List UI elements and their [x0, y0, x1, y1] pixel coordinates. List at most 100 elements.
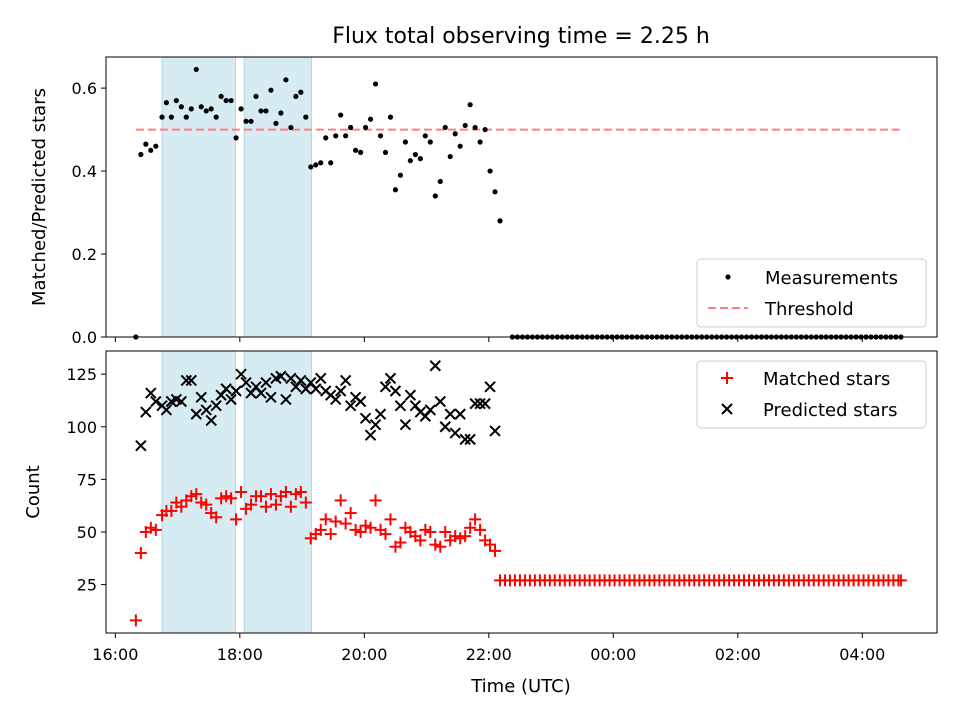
observing-window-2 [243, 56, 312, 338]
predicted-star-point [280, 393, 292, 406]
predicted-star-point [329, 393, 342, 406]
matched-star-point [235, 486, 248, 498]
predicted-star-point [295, 374, 307, 387]
measurement-point [278, 110, 284, 116]
matched-star-point [434, 540, 447, 553]
matched-star-point [334, 494, 347, 507]
matched-star-point [364, 521, 377, 534]
x-tick-label: 22:00 [466, 645, 512, 664]
count-legend-box [696, 360, 927, 429]
measurement-point [148, 147, 154, 153]
measurement-point [432, 193, 438, 199]
predicted-star-point [369, 418, 382, 431]
observing-windows-top [161, 56, 312, 338]
ratio-legend-box [696, 258, 927, 328]
y-tick-label: 0.4 [72, 162, 97, 181]
ratio-plot-frame [105, 56, 938, 338]
x-tick-label: 18:00 [217, 645, 263, 664]
measurement-point [298, 89, 304, 95]
measurement-point [208, 106, 214, 112]
predicted-star-point [484, 381, 496, 393]
legend-label-threshold: Threshold [764, 299, 854, 320]
measurement-point [138, 151, 144, 158]
measurement-point [273, 120, 279, 126]
measurement-point [427, 139, 433, 145]
measurement-point [422, 133, 428, 139]
matched-star-point [129, 614, 142, 627]
legend-marker-measurements [725, 274, 731, 280]
ratio-legend: Measurements Threshold [696, 258, 927, 328]
predicted-star-point [464, 433, 476, 446]
matched-star-point [339, 517, 352, 530]
measurement-point [188, 106, 194, 112]
predicted-star-point [310, 383, 322, 395]
measurement-point [213, 114, 219, 120]
predicted-star-point [334, 385, 347, 397]
predicted-star-point [190, 408, 202, 420]
matched-star-point [394, 536, 407, 549]
predicted-star-point [424, 404, 437, 416]
measurement-point [303, 114, 309, 120]
matched-star-point [439, 525, 452, 538]
measurement-point [392, 187, 399, 193]
measurement-point [233, 135, 239, 141]
measurement-point [258, 108, 264, 114]
predicted-star-point [469, 397, 481, 410]
predicted-star-point [374, 408, 387, 420]
x-axis-label: Time (UTC) [470, 676, 571, 697]
predicted-star-point [389, 385, 402, 397]
predicted-star-point [489, 425, 501, 437]
measurement-point [243, 118, 249, 124]
measurement-point [293, 93, 299, 100]
measurement-point [223, 97, 229, 104]
measurement-point [283, 77, 289, 83]
y-tick-label: 100 [66, 418, 97, 437]
legend-label-measurements: Measurements [765, 268, 898, 289]
legend-label-predicted: Predicted stars [763, 400, 897, 421]
predicted-star-point [339, 374, 352, 387]
legend-marker-matched [721, 372, 733, 384]
predicted-star-point [185, 374, 197, 387]
predicted-star-point [404, 389, 417, 401]
matched-star-point [329, 515, 342, 528]
matched-star-point [284, 500, 297, 513]
x-tick-label: 04:00 [839, 645, 885, 664]
measurement-point [333, 133, 339, 139]
x-tick-label: 16:00 [92, 645, 138, 664]
predicted-star-point [384, 372, 397, 385]
measurement-point [348, 124, 354, 131]
measurement-point [447, 153, 453, 160]
matched-star-point [225, 492, 238, 505]
predicted-star-point [180, 374, 193, 387]
measurement-point [203, 108, 209, 114]
measurement-point [397, 172, 404, 178]
measurement-point [367, 116, 374, 122]
predicted-star-point [235, 368, 247, 380]
predicted-star-point [454, 408, 466, 420]
predicted-star-point [439, 421, 451, 433]
measurement-point [198, 104, 204, 110]
matched-star-point [299, 496, 312, 509]
predicted-star-point [394, 400, 407, 412]
matched-star-point [279, 486, 292, 498]
matched-star-point [474, 523, 487, 536]
measurement-point [143, 141, 149, 147]
matched-star-point [369, 494, 382, 507]
measurement-point [193, 66, 199, 73]
predicted-star-point [359, 412, 372, 425]
count-y-label: Count [23, 465, 44, 518]
y-tick-label: 0.2 [72, 245, 97, 264]
y-tick-label: 25 [77, 576, 97, 595]
measurement-point [328, 160, 334, 166]
predicted-stars-series [135, 360, 501, 452]
predicted-star-point [260, 376, 272, 389]
matched-star-point [314, 523, 327, 536]
measurement-point [357, 149, 364, 156]
predicted-star-point [449, 427, 461, 439]
matched-star-point [294, 486, 307, 498]
predicted-star-point [344, 400, 357, 412]
predicted-star-point [210, 400, 222, 412]
predicted-star-point [354, 395, 367, 408]
measurement-point [492, 189, 498, 195]
